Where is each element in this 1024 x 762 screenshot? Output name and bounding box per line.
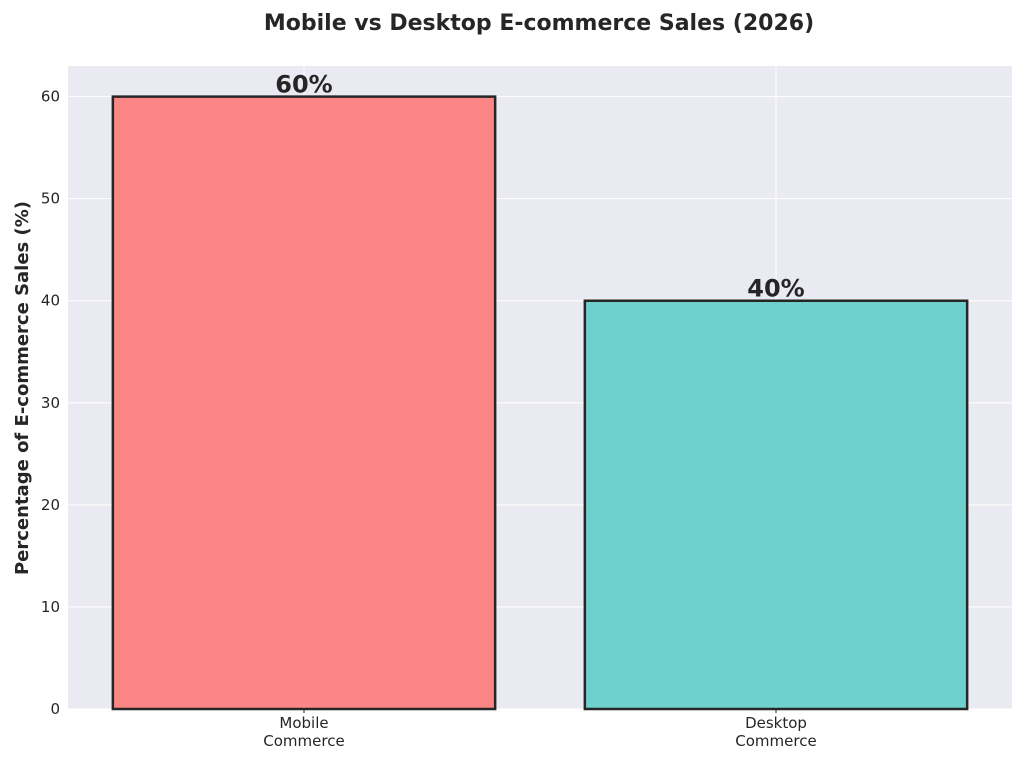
bar bbox=[111, 95, 497, 711]
x-tick-label: Desktop Commerce bbox=[735, 714, 816, 750]
y-axis-label: Percentage of E-commerce Sales (%) bbox=[12, 201, 33, 575]
x-tick-label-line: Commerce bbox=[263, 732, 344, 750]
y-tick-label: 20 bbox=[41, 496, 60, 514]
y-tick-label: 60 bbox=[41, 88, 60, 106]
y-tick-label: 30 bbox=[41, 394, 60, 412]
data-label: 60% bbox=[275, 71, 332, 99]
x-tick-label-line: Desktop bbox=[745, 714, 807, 732]
y-tick-label: 40 bbox=[41, 292, 60, 310]
data-label: 40% bbox=[747, 275, 804, 303]
bars bbox=[111, 95, 969, 711]
bar bbox=[583, 299, 969, 711]
y-tick-label: 10 bbox=[41, 598, 60, 616]
x-tick-label-line: Commerce bbox=[735, 732, 816, 750]
x-tick-label-line: Mobile bbox=[279, 714, 328, 732]
chart-title: Mobile vs Desktop E-commerce Sales (2026… bbox=[264, 11, 814, 36]
y-tick-label: 50 bbox=[41, 190, 60, 208]
y-tick-label: 0 bbox=[50, 700, 60, 718]
y-axis-ticks: 0 10 20 30 40 50 60 bbox=[41, 88, 60, 718]
data-labels: 60% 40% bbox=[275, 71, 804, 303]
x-tick-label: Mobile Commerce bbox=[263, 714, 344, 750]
